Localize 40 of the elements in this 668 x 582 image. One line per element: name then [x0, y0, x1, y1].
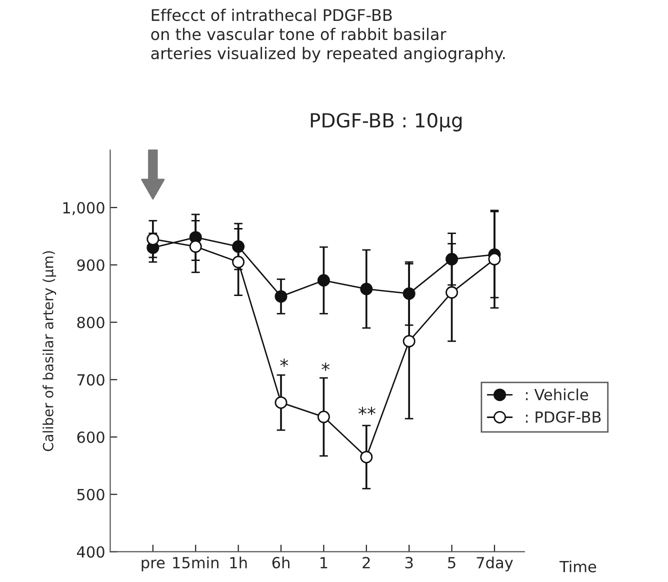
- point: [446, 286, 458, 299]
- chart-title: Effecct of intrathecal PDGF-BB on the vascular tone of rabbit basilar arteries visualized by repeated angiography.: [151, 8, 505, 62]
- point: [274, 396, 288, 409]
- x-tick-label: pre: [142, 560, 165, 572]
- annotation: *: [280, 358, 288, 367]
- y-tick-label: 400: [76, 546, 104, 558]
- point: [232, 240, 245, 253]
- point: [360, 450, 373, 464]
- point: [488, 252, 501, 266]
- text: PDGF-BB : 10μg: [310, 112, 462, 132]
- point: [446, 252, 458, 266]
- point: [402, 287, 416, 300]
- point: [189, 240, 202, 253]
- y-tick-label: 500: [77, 488, 104, 500]
- point: [274, 290, 288, 303]
- x-axis-title: Time: [559, 560, 596, 572]
- x-tick-label: 3: [405, 556, 413, 568]
- y-tick-label: 800: [77, 316, 104, 328]
- x-tick-label: 5: [448, 557, 456, 568]
- point: [146, 232, 160, 246]
- point: [402, 334, 416, 348]
- x-tick-label: 7day: [476, 556, 513, 572]
- y-tick-label: 700: [77, 374, 104, 386]
- annotation: *: [322, 362, 330, 371]
- point: [317, 274, 330, 287]
- x-tick-label: 6h: [272, 556, 290, 568]
- x-tick-label: 1: [320, 557, 328, 568]
- y-tick-label: 1,000: [63, 202, 104, 216]
- x-tick-label: 15min: [173, 556, 218, 568]
- y-axis-title: Caliber of basilar artery (μm): [42, 251, 56, 452]
- x-tick-label: 2: [362, 556, 370, 568]
- legend-label: : Vehicle: [526, 388, 588, 400]
- point: [232, 256, 245, 268]
- point: [360, 282, 373, 296]
- legend-label: : PDGF-BB: [526, 411, 601, 423]
- point: [317, 410, 330, 424]
- y-tick-label: 600: [77, 431, 104, 444]
- x-tick-label: 1h: [230, 556, 247, 568]
- annotation: **: [358, 406, 376, 416]
- y-tick-label: 900: [77, 259, 104, 271]
